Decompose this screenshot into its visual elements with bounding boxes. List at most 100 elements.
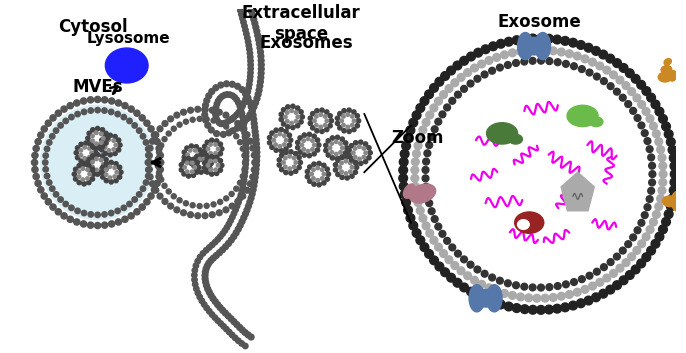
Circle shape: [216, 120, 222, 125]
Circle shape: [162, 137, 167, 142]
Circle shape: [203, 279, 209, 285]
Circle shape: [248, 58, 253, 64]
Circle shape: [616, 76, 624, 84]
Circle shape: [249, 191, 255, 197]
Circle shape: [346, 113, 350, 116]
Circle shape: [204, 203, 209, 208]
Circle shape: [108, 176, 112, 179]
Circle shape: [117, 138, 121, 142]
Circle shape: [247, 100, 252, 105]
Circle shape: [144, 199, 150, 205]
Circle shape: [55, 110, 62, 116]
Circle shape: [166, 131, 172, 136]
Circle shape: [196, 153, 200, 156]
Circle shape: [204, 247, 209, 253]
Circle shape: [270, 145, 274, 149]
Circle shape: [346, 125, 350, 129]
Circle shape: [74, 164, 94, 184]
Circle shape: [192, 159, 196, 163]
Circle shape: [145, 146, 151, 152]
Circle shape: [101, 175, 105, 179]
Circle shape: [329, 119, 333, 123]
Circle shape: [113, 151, 117, 156]
Circle shape: [128, 106, 134, 112]
Circle shape: [545, 34, 554, 43]
Circle shape: [191, 173, 196, 178]
Ellipse shape: [469, 285, 484, 312]
Circle shape: [82, 210, 86, 216]
Circle shape: [285, 111, 289, 114]
Circle shape: [234, 186, 239, 191]
Circle shape: [364, 160, 368, 164]
Circle shape: [231, 234, 237, 239]
Circle shape: [412, 150, 421, 157]
Circle shape: [209, 89, 215, 94]
Circle shape: [606, 54, 615, 63]
Circle shape: [47, 180, 52, 185]
Circle shape: [631, 265, 640, 274]
Circle shape: [187, 174, 191, 178]
Circle shape: [277, 163, 281, 167]
Circle shape: [140, 133, 145, 139]
Circle shape: [254, 149, 260, 155]
Circle shape: [189, 161, 193, 166]
Circle shape: [659, 170, 667, 178]
Circle shape: [630, 234, 637, 241]
Circle shape: [236, 100, 241, 106]
Circle shape: [626, 69, 634, 78]
Circle shape: [187, 157, 191, 161]
Circle shape: [147, 174, 153, 180]
Circle shape: [91, 165, 94, 169]
Circle shape: [87, 154, 108, 175]
Circle shape: [189, 157, 192, 161]
Circle shape: [162, 121, 168, 126]
Circle shape: [224, 124, 228, 129]
Circle shape: [100, 154, 104, 158]
Circle shape: [35, 139, 41, 145]
Circle shape: [268, 136, 272, 140]
Circle shape: [157, 193, 163, 199]
Circle shape: [341, 163, 351, 172]
Circle shape: [248, 138, 253, 144]
Circle shape: [317, 161, 321, 166]
Circle shape: [466, 52, 475, 61]
Circle shape: [525, 47, 532, 54]
Circle shape: [573, 288, 581, 296]
Circle shape: [307, 163, 329, 185]
Circle shape: [529, 284, 536, 291]
Circle shape: [316, 179, 320, 182]
Circle shape: [275, 136, 285, 145]
Circle shape: [521, 305, 529, 313]
Circle shape: [634, 227, 641, 234]
Circle shape: [69, 114, 74, 120]
Circle shape: [117, 148, 121, 152]
Circle shape: [248, 181, 253, 187]
Circle shape: [521, 58, 528, 65]
Circle shape: [215, 98, 221, 104]
Circle shape: [512, 304, 521, 312]
Circle shape: [355, 124, 359, 128]
Circle shape: [248, 70, 253, 76]
Ellipse shape: [669, 71, 676, 81]
Circle shape: [43, 167, 49, 172]
Circle shape: [102, 137, 105, 140]
Circle shape: [121, 205, 126, 210]
Circle shape: [241, 23, 247, 29]
Circle shape: [247, 199, 252, 205]
Circle shape: [576, 41, 585, 49]
Circle shape: [323, 115, 327, 118]
Circle shape: [474, 76, 481, 82]
Circle shape: [209, 162, 217, 169]
Circle shape: [589, 282, 596, 290]
Circle shape: [655, 107, 664, 116]
Circle shape: [244, 132, 250, 138]
Circle shape: [424, 150, 431, 157]
Ellipse shape: [403, 184, 415, 198]
Circle shape: [504, 280, 511, 287]
Circle shape: [209, 127, 214, 133]
Circle shape: [180, 109, 187, 115]
Circle shape: [240, 114, 246, 120]
Circle shape: [147, 145, 153, 151]
Circle shape: [182, 172, 186, 176]
Circle shape: [214, 131, 220, 137]
